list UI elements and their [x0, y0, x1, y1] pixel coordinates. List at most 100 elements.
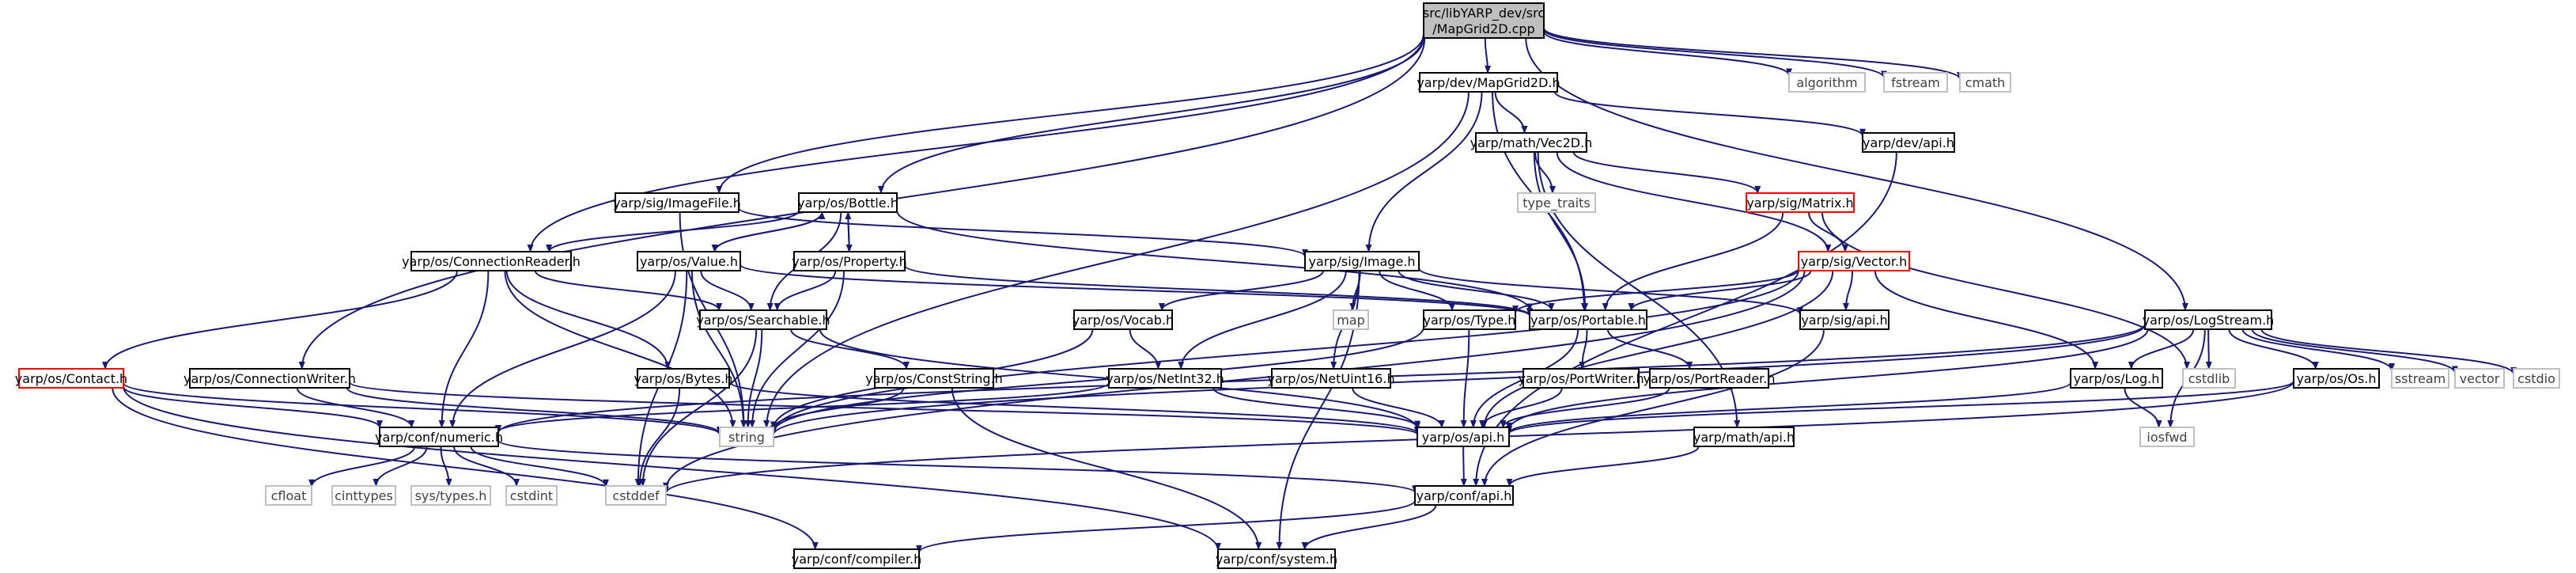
node-matrix[interactable]: yarp/sig/Matrix.h: [1746, 192, 1855, 213]
node-box: [189, 368, 350, 389]
node-bytes[interactable]: yarp/os/Bytes.h: [634, 368, 733, 389]
node-compiler[interactable]: yarp/conf/compiler.h: [792, 548, 922, 569]
node-label: fstream: [1891, 75, 1940, 90]
node-cinttypes: cinttypes: [331, 485, 396, 506]
node-value[interactable]: yarp/os/Value.h: [637, 251, 741, 271]
node-imagefile[interactable]: yarp/sig/ImageFile.h: [613, 192, 741, 213]
node-numeric[interactable]: yarp/conf/numeric.h: [375, 427, 503, 447]
edge-matrix-to-vector: [1808, 211, 1848, 252]
node-box: [331, 485, 396, 506]
node-label: algorithm: [1796, 75, 1857, 90]
edge-value-to-numeric: [449, 270, 676, 428]
node-box: [1649, 368, 1769, 389]
node-conststring[interactable]: yarp/os/ConstString.h: [865, 368, 1003, 389]
node-osapi[interactable]: yarp/os/api.h: [1417, 427, 1510, 447]
node-portwriter[interactable]: yarp/os/PortWriter.h: [1518, 368, 1644, 389]
node-label: yarp/math/Vec2D.h: [1470, 135, 1593, 150]
node-box: [1414, 485, 1514, 506]
node-label: vector: [2460, 371, 2500, 386]
node-ostype[interactable]: yarp/os/Type.h: [1423, 309, 1516, 330]
node-image[interactable]: yarp/sig/Image.h: [1304, 251, 1420, 271]
node-os[interactable]: yarp/os/Os.h: [2293, 368, 2380, 389]
node-mapgrid2d[interactable]: yarp/dev/MapGrid2D.h: [1417, 72, 1560, 93]
edge-logstream-to-stdvector: [2251, 328, 2458, 374]
node-label: sstream: [2395, 371, 2445, 386]
node-box: [2070, 368, 2163, 389]
node-vocab[interactable]: yarp/os/Vocab.h: [1072, 309, 1174, 330]
edge-ostype-to-osapi: [1460, 328, 1470, 428]
node-portable[interactable]: yarp/os/Portable.h: [1529, 309, 1647, 330]
node-box: [2454, 368, 2505, 389]
node-label: sys/types.h: [415, 488, 487, 503]
node-box: [793, 548, 920, 569]
edge-image-to-portable: [1398, 270, 1555, 311]
edge-root-to-algorithm: [1543, 31, 1792, 77]
node-box: [1517, 192, 1596, 213]
edge-osapi-to-confapi: [1460, 446, 1467, 487]
edge-value-to-portable: [740, 264, 1533, 317]
edge-numeric-to-cstddef: [470, 446, 609, 488]
node-mathapi[interactable]: yarp/math/api.h: [1693, 427, 1795, 447]
edge-os-to-osapi: [1506, 380, 2294, 435]
node-label: iosfwd: [2147, 430, 2187, 445]
node-box: [1417, 427, 1510, 447]
edge-root-to-logstream: [1525, 37, 2188, 311]
node-box: [1883, 72, 1948, 93]
node-box: [874, 368, 994, 389]
node-system[interactable]: yarp/conf/system.h: [1216, 548, 1337, 569]
edge-netuint16-to-osapi: [1352, 387, 1445, 428]
node-box: [1788, 72, 1866, 93]
node-algorithm: algorithm: [1788, 72, 1866, 93]
node-box: [410, 251, 572, 271]
node-label: yarp/conf/compiler.h: [792, 552, 922, 567]
edge-connwriter-to-string: [346, 387, 723, 434]
node-label: yarp/os/Os.h: [2296, 371, 2376, 386]
edge-connreader-to-contact: [102, 270, 458, 370]
node-devapi[interactable]: yarp/dev/api.h: [1862, 132, 1955, 153]
edge-numeric-to-cinttypes: [373, 446, 428, 487]
node-sigapi[interactable]: yarp/sig/api.h: [1799, 309, 1889, 330]
edge-logstream-to-cstdio: [2260, 328, 2517, 375]
node-label: yarp/sig/Matrix.h: [1746, 195, 1853, 211]
node-vector[interactable]: yarp/sig/Vector.h: [1798, 251, 1910, 271]
node-confapi[interactable]: yarp/conf/api.h: [1414, 485, 1514, 506]
node-box: [1423, 2, 1545, 39]
node-searchable[interactable]: yarp/os/Searchable.h: [696, 309, 830, 330]
edge-layer: [102, 27, 2517, 553]
node-label: cmath: [1965, 75, 2006, 90]
edge-connwriter-to-numeric: [296, 387, 415, 428]
edge-bytes-to-osapi: [728, 381, 1420, 434]
node-box: [605, 485, 667, 506]
edge-bottle-to-connreader: [546, 210, 800, 252]
node-box: [2144, 309, 2272, 330]
node-contact[interactable]: yarp/os/Contact.h: [15, 368, 127, 389]
node-logstream[interactable]: yarp/os/LogStream.h: [2143, 309, 2275, 330]
node-connwriter[interactable]: yarp/os/ConnectionWriter.h: [183, 368, 356, 389]
node-label: yarp/os/Bytes.h: [634, 371, 732, 386]
node-label: yarp/math/api.h: [1693, 430, 1795, 445]
edge-conststring-to-system: [951, 387, 1262, 550]
node-log[interactable]: yarp/os/Log.h: [2070, 368, 2163, 389]
node-label: yarp/dev/api.h: [1863, 135, 1954, 150]
node-label: yarp/os/LogStream.h: [2143, 313, 2275, 328]
node-connreader[interactable]: yarp/os/ConnectionReader.h: [402, 251, 581, 271]
node-portreader[interactable]: yarp/os/PortReader.h: [1643, 368, 1776, 389]
node-box: [699, 309, 827, 330]
node-label: yarp/os/Value.h: [640, 254, 738, 269]
node-bottle[interactable]: yarp/os/Bottle.h: [797, 192, 898, 213]
node-vec2d[interactable]: yarp/math/Vec2D.h: [1470, 132, 1593, 153]
edge-connreader-to-numeric: [438, 270, 490, 428]
edge-connwriter-to-osapi: [349, 381, 1420, 436]
node-netuint16[interactable]: yarp/os/NetUint16.h: [1267, 368, 1395, 389]
edge-contact-to-system: [123, 385, 1221, 551]
edge-logstream-to-cstdlib: [2205, 328, 2212, 370]
node-property[interactable]: yarp/os/Property.h: [792, 251, 907, 271]
node-label: yarp/sig/ImageFile.h: [613, 195, 741, 211]
node-netint32[interactable]: yarp/os/NetInt32.h: [1106, 368, 1224, 389]
node-label: yarp/os/Bottle.h: [797, 195, 898, 211]
edge-logstream-to-sstream: [2241, 328, 2395, 372]
edge-mapgrid2d-to-string: [763, 91, 1470, 428]
node-box: [410, 485, 491, 506]
node-root[interactable]: src/libYARP_dev/src/MapGrid2D.cpp: [1423, 2, 1545, 39]
